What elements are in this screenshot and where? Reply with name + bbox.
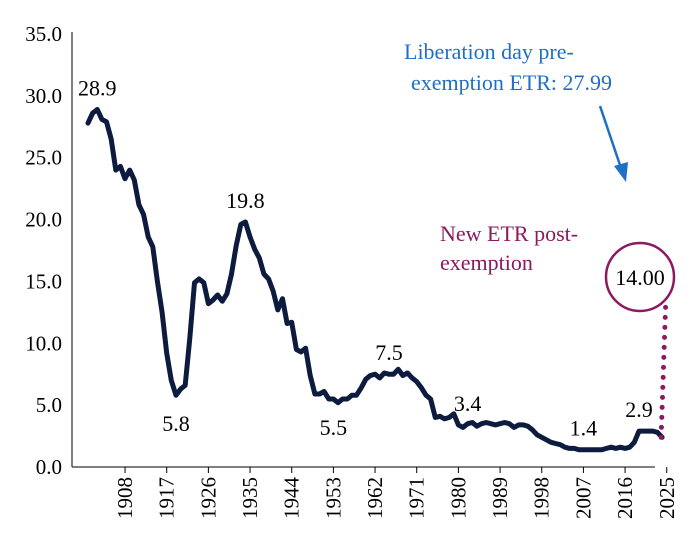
y-tick-label: 25.0 bbox=[25, 146, 62, 170]
post-exemption-dotted-line bbox=[658, 299, 669, 440]
data-label: 3.4 bbox=[454, 391, 482, 416]
post-exemption-value-circle bbox=[604, 241, 676, 313]
data-label: 28.9 bbox=[78, 75, 117, 100]
x-tick-label: 1980 bbox=[446, 477, 470, 519]
effective-tariff-rate-series bbox=[85, 107, 665, 453]
data-label: 5.5 bbox=[320, 415, 348, 440]
y-tick-label: 20.0 bbox=[25, 208, 62, 232]
x-tick-label: 2007 bbox=[571, 477, 595, 519]
x-tick-label: 1917 bbox=[155, 477, 179, 519]
liberation-day-annotation-line2: exemption ETR: 27.99 bbox=[411, 70, 612, 95]
y-tick-label: 30.0 bbox=[25, 84, 62, 108]
data-label: 2.9 bbox=[625, 397, 653, 422]
x-tick-label: 1998 bbox=[530, 477, 554, 519]
x-tick-label: 1926 bbox=[196, 477, 220, 519]
x-tick-label: 1935 bbox=[238, 477, 262, 519]
data-labels-layer: 28.9 5.8 19.8 5.5 7.5 3.4 1.4 2.9 bbox=[78, 75, 653, 440]
x-tick-label: 1989 bbox=[488, 477, 512, 519]
x-tick-label: 1971 bbox=[405, 477, 429, 519]
y-axis: 0.0 5.0 10.0 15.0 20.0 25.0 30.0 35.0 bbox=[25, 22, 73, 479]
liberation-day-arrow bbox=[598, 105, 623, 169]
series-layer bbox=[85, 107, 665, 453]
annotations-layer: Liberation day pre- exemption ETR: 27.99… bbox=[404, 39, 676, 440]
x-tick-label: 1962 bbox=[363, 477, 387, 519]
data-label: 19.8 bbox=[226, 188, 265, 213]
y-tick-label: 0.0 bbox=[36, 455, 62, 479]
y-tick-label: 15.0 bbox=[25, 269, 62, 293]
x-tick-label: 1953 bbox=[321, 477, 345, 519]
x-tick-label: 2025 bbox=[655, 477, 679, 519]
x-tick-label: 1944 bbox=[280, 477, 304, 520]
x-axis: 1908 1917 1926 1935 1944 1953 1962 1971 1980 1989… bbox=[72, 466, 679, 520]
y-tick-label: 5.0 bbox=[36, 393, 62, 417]
data-label: 7.5 bbox=[375, 340, 403, 365]
liberation-day-arrow-head bbox=[614, 162, 628, 182]
post-exemption-annotation-line2: exemption bbox=[440, 250, 533, 275]
data-label: 5.8 bbox=[162, 411, 190, 436]
liberation-day-annotation-line1: Liberation day pre- bbox=[404, 39, 574, 64]
x-tick-label: 1908 bbox=[113, 477, 137, 519]
post-exemption-annotation-line1: New ETR post- bbox=[440, 221, 578, 246]
post-exemption-value-label: 14.00 bbox=[615, 265, 665, 290]
y-tick-label: 35.0 bbox=[25, 22, 62, 46]
data-label: 1.4 bbox=[570, 416, 598, 441]
y-tick-label: 10.0 bbox=[25, 331, 62, 355]
x-tick-label: 2016 bbox=[613, 477, 637, 519]
